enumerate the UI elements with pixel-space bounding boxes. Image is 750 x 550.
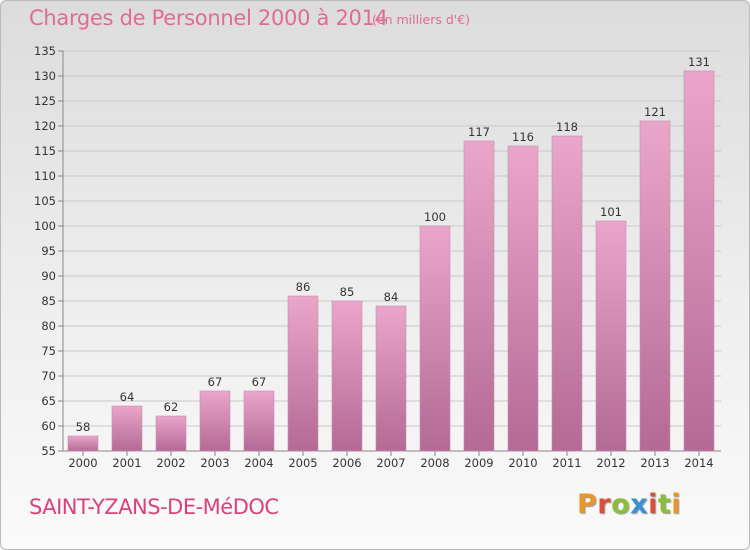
- y-tick-label: 60: [41, 419, 56, 433]
- bar-2005: [287, 295, 319, 452]
- bar-2012: [595, 220, 627, 452]
- proxiti-logo: Proxiti: [577, 489, 682, 520]
- bar-2002: [155, 415, 187, 452]
- data-labels: 58 64 62 67 67 86 85 84 100 117 116 118 101 121 131: [76, 55, 710, 434]
- data-label: 116: [512, 130, 534, 144]
- chart-unit-note: (en milliers d'€): [372, 12, 471, 27]
- data-label: 131: [688, 55, 710, 69]
- x-tick-label: 2001: [112, 456, 141, 470]
- data-label: 58: [76, 420, 91, 434]
- x-tick-label: 2009: [464, 456, 493, 470]
- y-tick-label: 100: [34, 219, 56, 233]
- y-tick-label: 95: [41, 244, 56, 258]
- x-tick-label: 2004: [244, 456, 273, 470]
- y-tick-label: 110: [34, 169, 56, 183]
- bar-2006: [331, 300, 363, 452]
- bars: [67, 70, 715, 452]
- x-tick-label: 2013: [640, 456, 669, 470]
- data-label: 67: [208, 375, 223, 389]
- bar-2003: [199, 390, 231, 452]
- x-tick-label: 2008: [420, 456, 449, 470]
- bar-2007: [375, 305, 407, 452]
- y-tick-label: 120: [34, 119, 56, 133]
- data-label: 67: [252, 375, 267, 389]
- y-tick-label: 105: [34, 194, 56, 208]
- bar-2010: [507, 145, 539, 452]
- y-tick-label: 55: [41, 444, 56, 458]
- y-tick-label: 85: [41, 294, 56, 308]
- y-tick-label: 65: [41, 394, 56, 408]
- data-label: 84: [384, 290, 399, 304]
- bar-2001: [111, 405, 143, 452]
- commune-name: SAINT-YZANS-DE-MéDOC: [29, 495, 279, 519]
- data-label: 118: [556, 120, 578, 134]
- x-tick-label: 2011: [552, 456, 581, 470]
- data-label: 117: [468, 125, 490, 139]
- x-tick-label: 2003: [200, 456, 229, 470]
- x-tick-label: 2010: [508, 456, 537, 470]
- bar-2013: [639, 120, 671, 452]
- chart-title: Charges de Personnel 2000 à 2014: [29, 6, 388, 30]
- data-label: 100: [424, 210, 446, 224]
- x-tick-label: 2005: [288, 456, 317, 470]
- bar-2004: [243, 390, 275, 452]
- bar-2014: [683, 70, 715, 452]
- x-tick-label: 2006: [332, 456, 361, 470]
- bar-2000: [67, 435, 99, 452]
- y-tick-label: 135: [34, 44, 56, 58]
- x-tick-label: 2002: [156, 456, 185, 470]
- data-label: 64: [120, 390, 135, 404]
- x-tick-label: 2014: [684, 456, 713, 470]
- data-label: 86: [296, 280, 311, 294]
- y-tick-label: 90: [41, 269, 56, 283]
- x-tick-label: 2012: [596, 456, 625, 470]
- y-tick-label: 75: [41, 344, 56, 358]
- y-tick-label: 80: [41, 319, 56, 333]
- x-tick-label: 2007: [376, 456, 405, 470]
- data-label: 85: [340, 285, 355, 299]
- y-tick-label: 125: [34, 94, 56, 108]
- bar-2009: [463, 140, 495, 452]
- data-label: 101: [600, 205, 622, 219]
- x-tick-label: 2000: [68, 456, 97, 470]
- data-label: 62: [164, 400, 179, 414]
- y-tick-label: 130: [34, 69, 56, 83]
- y-tick-label: 70: [41, 369, 56, 383]
- y-tick-label: 115: [34, 144, 56, 158]
- bar-2011: [551, 135, 583, 452]
- data-label: 121: [644, 105, 666, 119]
- bar-2008: [419, 225, 451, 452]
